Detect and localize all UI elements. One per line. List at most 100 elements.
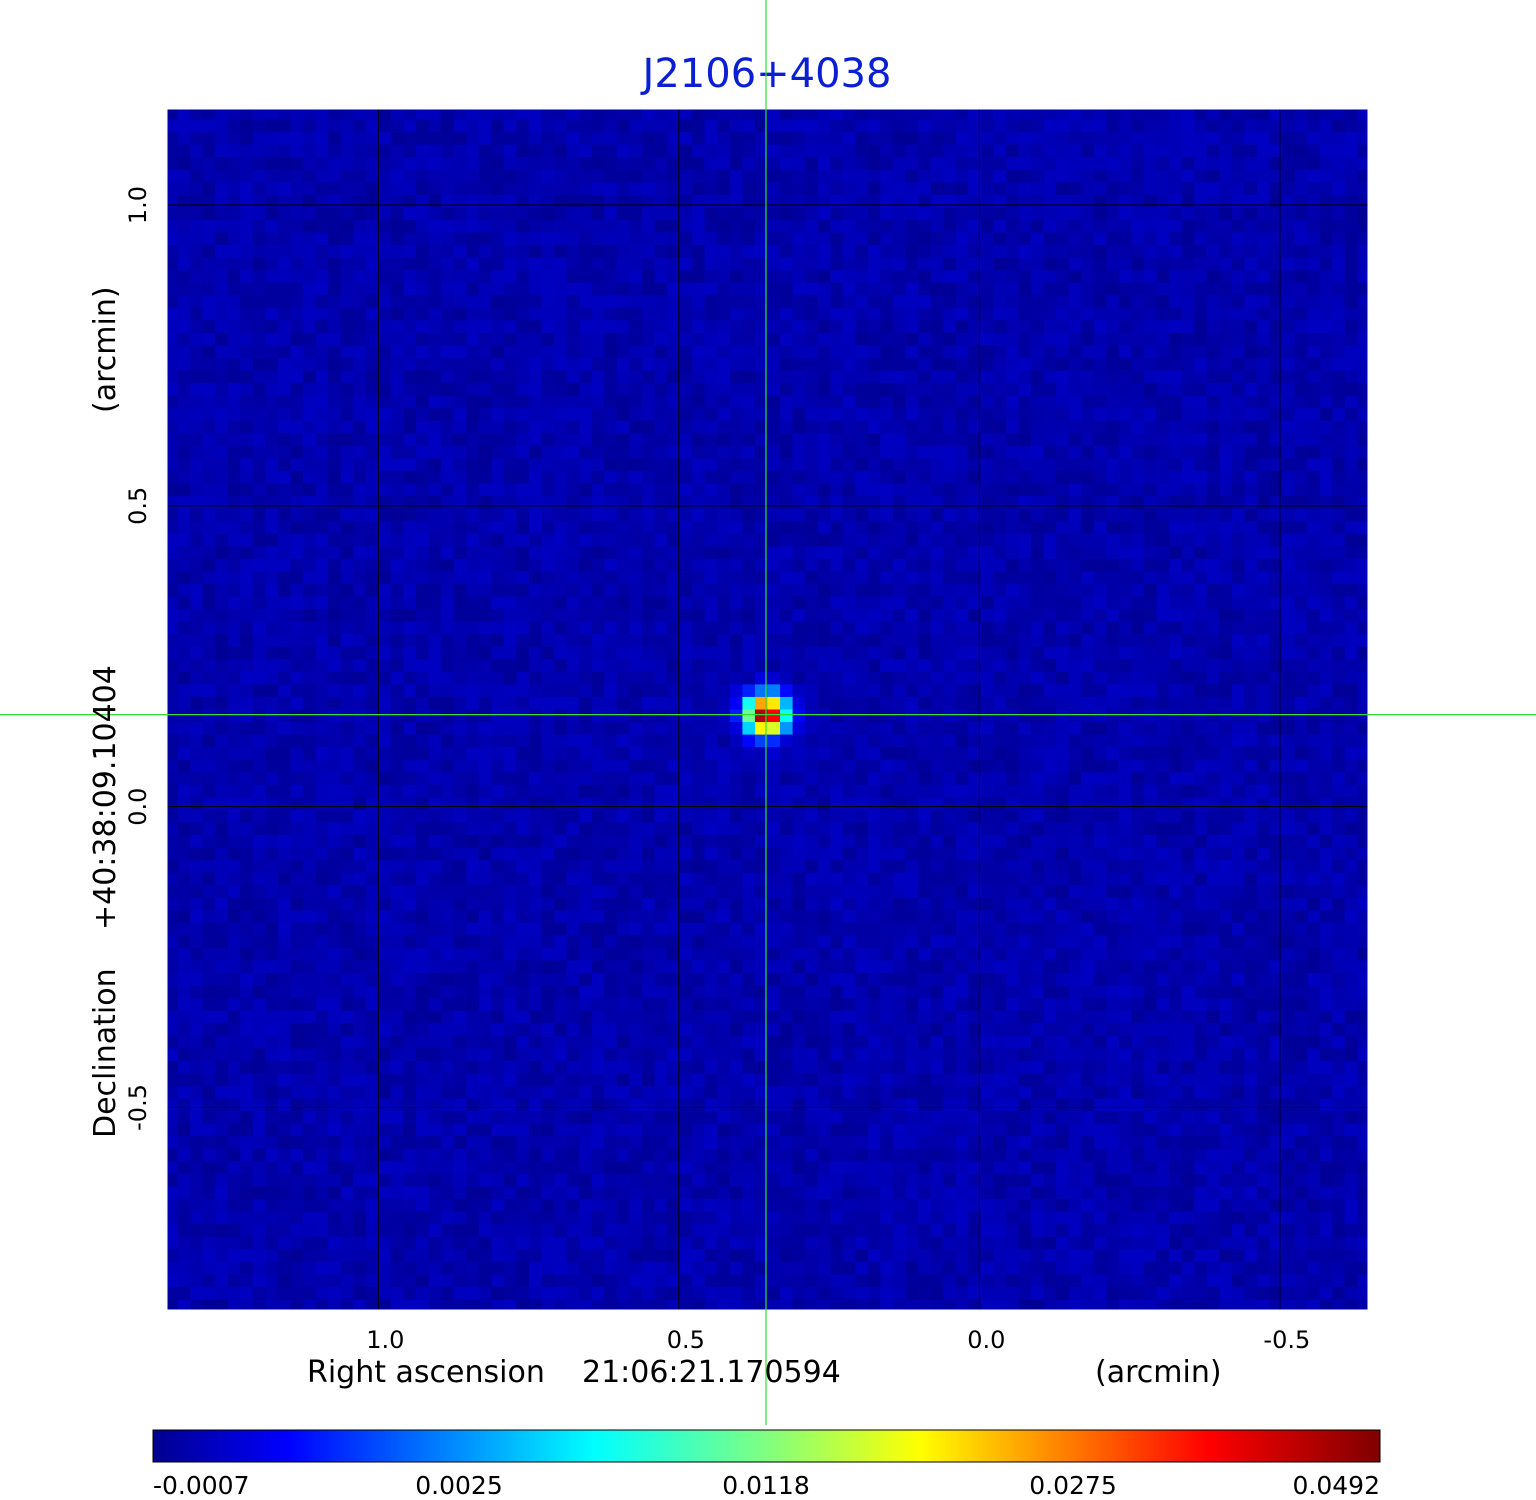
heatmap-cell: [403, 646, 417, 660]
heatmap-cell: [604, 546, 618, 560]
heatmap-cell: [566, 295, 580, 309]
heatmap-cell: [529, 496, 543, 510]
heatmap-cell: [1031, 609, 1045, 623]
heatmap-cell: [1106, 295, 1120, 309]
heatmap-cell: [1144, 433, 1158, 447]
heatmap-cell: [1068, 144, 1082, 158]
heatmap-cell: [441, 571, 455, 585]
heatmap-cell: [202, 571, 216, 585]
heatmap-cell: [541, 471, 555, 485]
heatmap-cell: [692, 194, 706, 209]
heatmap-cell: [654, 546, 668, 560]
heatmap-cell: [1169, 558, 1183, 573]
heatmap-cell: [378, 320, 392, 334]
heatmap-cell: [1319, 458, 1333, 472]
heatmap-cell: [780, 383, 794, 397]
heatmap-cell: [855, 558, 869, 573]
heatmap-cell: [165, 307, 179, 321]
heatmap-cell: [566, 747, 580, 761]
heatmap-cell: [516, 722, 530, 736]
heatmap-cell: [679, 709, 693, 723]
heatmap-cell: [918, 621, 932, 635]
heatmap-cell: [754, 483, 769, 497]
heatmap-cell: [190, 609, 204, 623]
heatmap-cell: [353, 671, 367, 685]
heatmap-cell: [579, 257, 593, 271]
heatmap-cell: [541, 370, 555, 384]
heatmap-cell: [529, 207, 543, 221]
heatmap-cell: [390, 107, 405, 121]
heatmap-cell: [918, 182, 932, 196]
heatmap-cell: [943, 546, 957, 560]
heatmap-cell: [1332, 207, 1346, 221]
heatmap-cell: [416, 659, 430, 673]
heatmap-cell: [1244, 169, 1258, 183]
heatmap-cell: [403, 471, 417, 485]
heatmap-cell: [629, 345, 643, 359]
heatmap-cell: [190, 194, 204, 209]
heatmap-cell: [365, 621, 379, 635]
heatmap-cell: [604, 458, 618, 472]
heatmap-cell: [893, 245, 907, 259]
heatmap-cell: [855, 508, 869, 522]
heatmap-cell: [1206, 107, 1220, 121]
heatmap-cell: [679, 332, 693, 347]
heatmap-cell: [277, 408, 292, 422]
heatmap-cell: [165, 696, 179, 711]
heatmap-cell: [466, 596, 480, 610]
heatmap-cell: [604, 245, 618, 259]
heatmap-cell: [1269, 345, 1283, 359]
heatmap-cell: [1031, 332, 1045, 347]
heatmap-cell: [290, 270, 304, 284]
heatmap-cell: [227, 169, 241, 183]
heatmap-cell: [265, 583, 279, 598]
heatmap-cell: [855, 157, 869, 171]
heatmap-cell: [265, 232, 279, 246]
heatmap-cell: [717, 345, 731, 359]
heatmap-cell: [905, 119, 919, 133]
heatmap-cell: [830, 558, 844, 573]
heatmap-cell: [629, 194, 643, 209]
heatmap-cell: [616, 521, 631, 535]
heatmap-cell: [830, 671, 844, 685]
heatmap-cell: [566, 332, 580, 347]
heatmap-cell: [190, 295, 204, 309]
heatmap-cell: [1231, 722, 1246, 736]
heatmap-cell: [893, 345, 907, 359]
heatmap-cell: [240, 571, 254, 585]
heatmap-cell: [554, 671, 568, 685]
heatmap-cell: [441, 533, 455, 547]
heatmap-cell: [303, 169, 317, 183]
heatmap-cell: [654, 722, 668, 736]
heatmap-cell: [554, 270, 568, 284]
heatmap-cell: [1294, 132, 1308, 146]
heatmap-cell: [227, 144, 241, 158]
heatmap-cell: [529, 483, 543, 497]
heatmap-cell: [667, 408, 681, 422]
heatmap-cell: [1307, 169, 1321, 183]
heatmap-cell: [1131, 257, 1145, 271]
heatmap-cell: [579, 332, 593, 347]
heatmap-cell: [1231, 295, 1246, 309]
heatmap-cell: [1031, 370, 1045, 384]
heatmap-cell: [742, 282, 756, 296]
heatmap-cell: [403, 320, 417, 334]
heatmap-cell: [604, 144, 618, 158]
heatmap-cell: [378, 144, 392, 158]
heatmap-cell: [918, 671, 932, 685]
heatmap-cell: [529, 634, 543, 648]
heatmap-cell: [566, 696, 580, 711]
heatmap-cell: [478, 634, 492, 648]
heatmap-cell: [1181, 722, 1195, 736]
heatmap-cell: [817, 395, 831, 409]
heatmap-cell: [1206, 646, 1220, 660]
heatmap-cell: [1131, 245, 1145, 259]
heatmap-cell: [830, 634, 844, 648]
heatmap-cell: [1093, 307, 1107, 321]
heatmap-cell: [667, 282, 681, 296]
heatmap-cell: [1081, 734, 1095, 748]
heatmap-cell: [667, 395, 681, 409]
heatmap-cell: [403, 383, 417, 397]
heatmap-cell: [729, 320, 743, 334]
heatmap-cell: [616, 496, 631, 510]
